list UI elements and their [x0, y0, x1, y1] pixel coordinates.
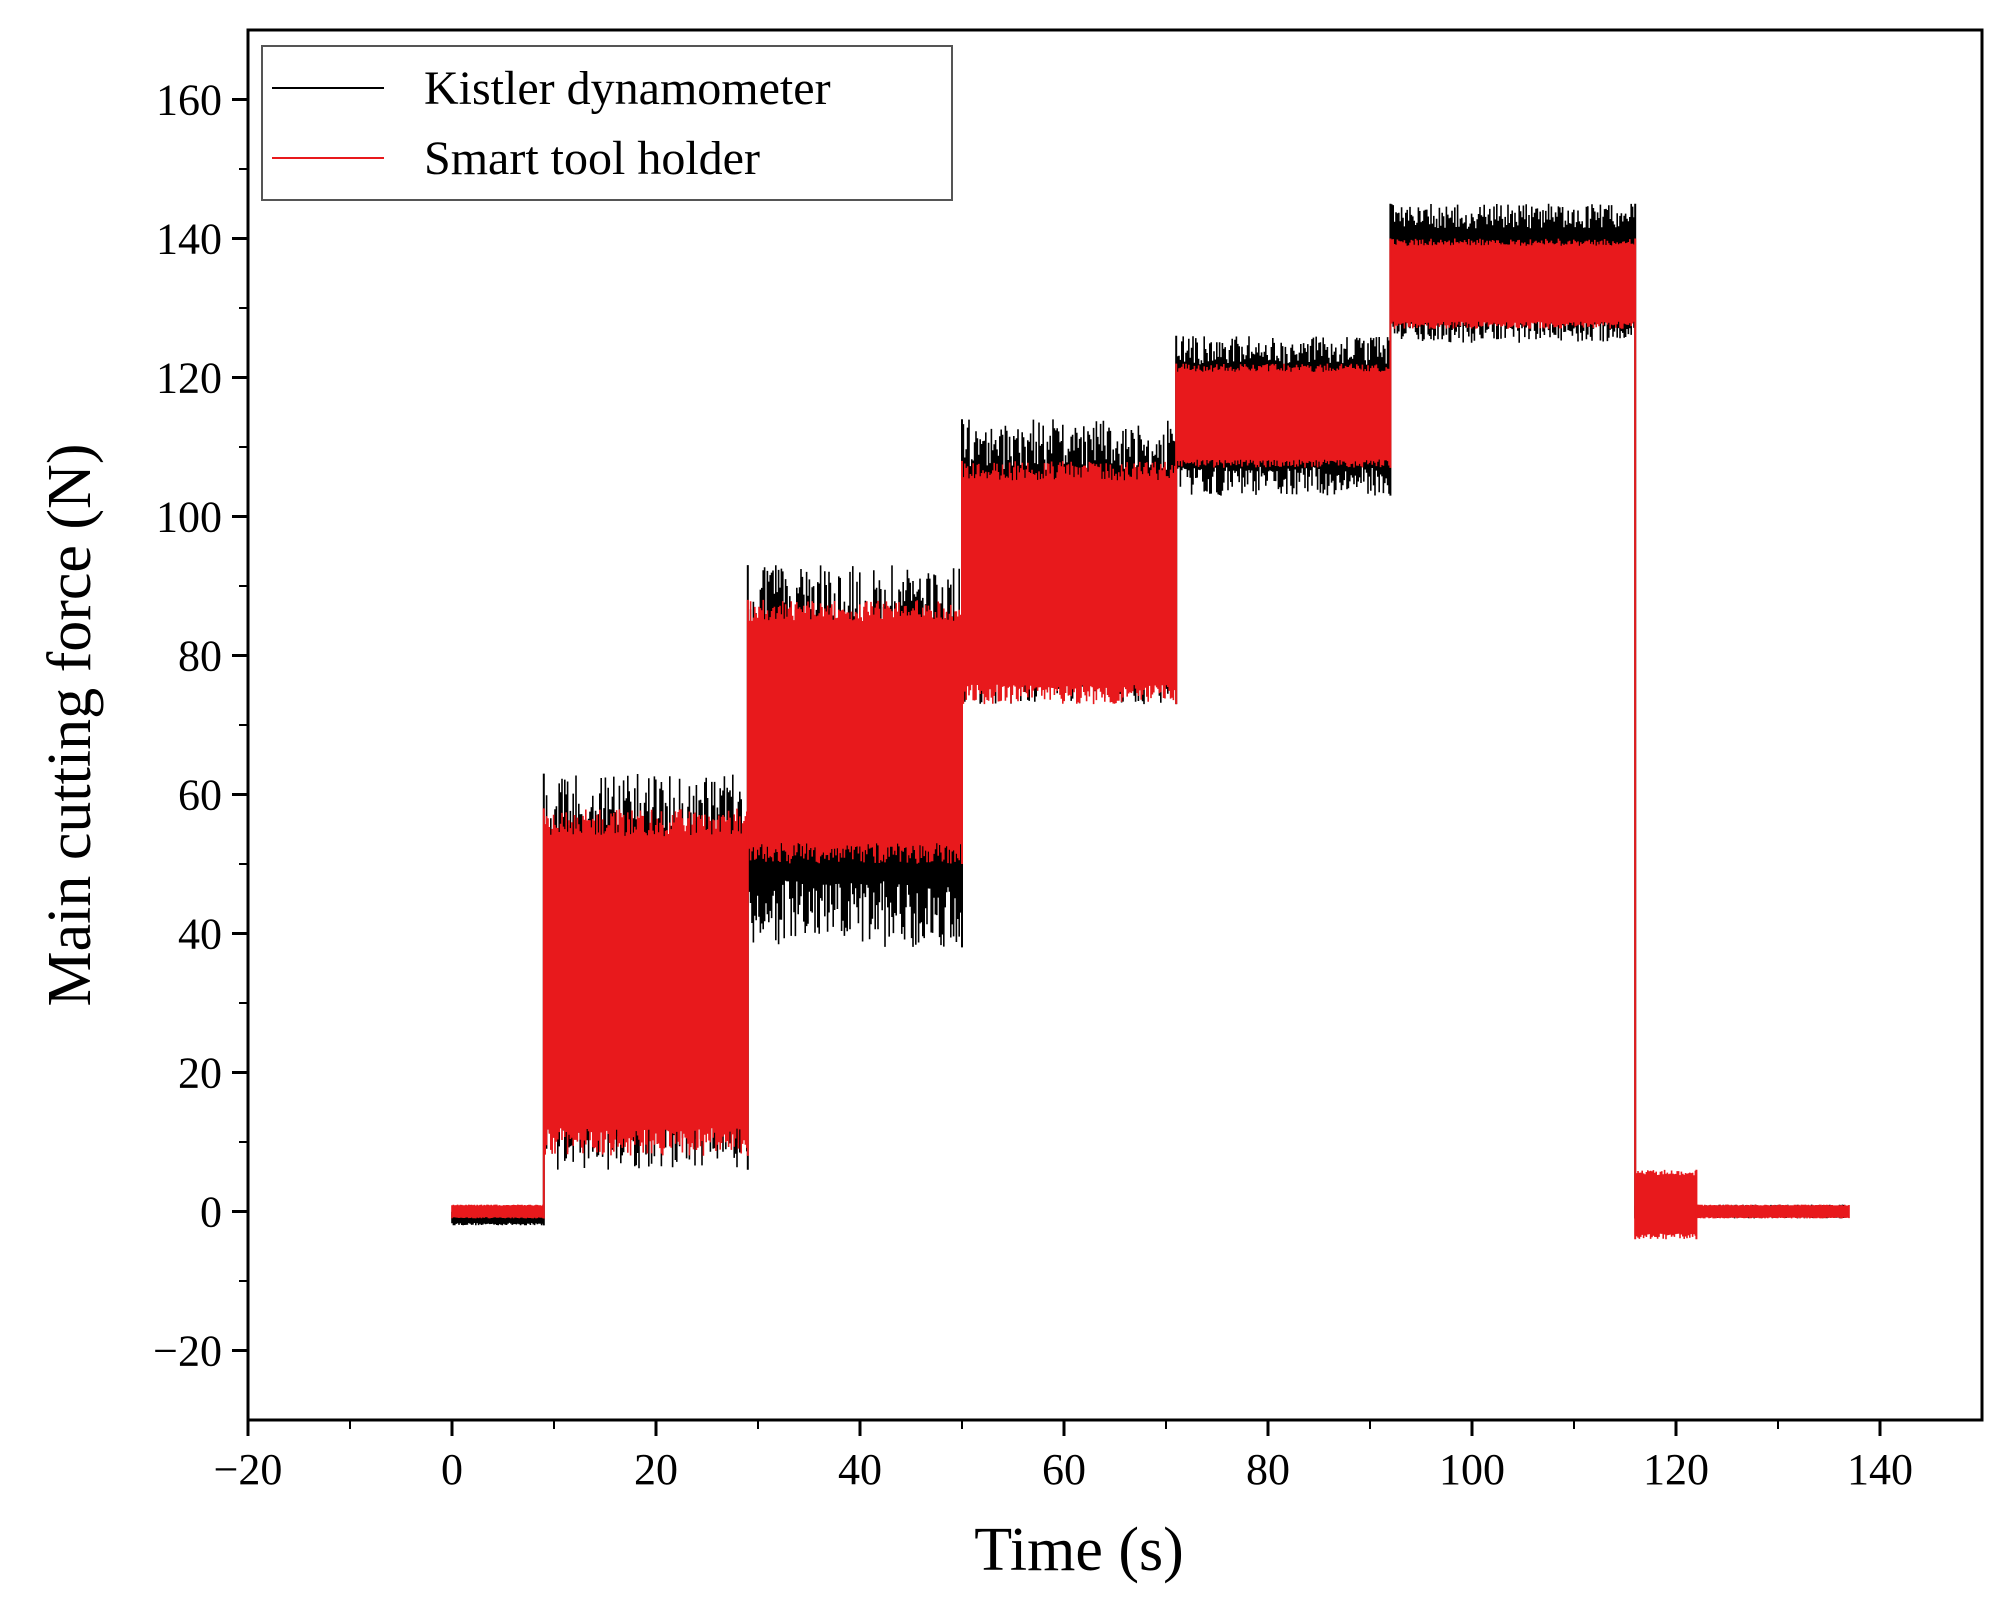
legend-box — [261, 45, 953, 201]
x-tick-label: 40 — [838, 1445, 882, 1494]
series-smart-tool-holder — [451, 238, 1850, 1240]
x-tick-label: 60 — [1042, 1445, 1086, 1494]
series-segment — [1695, 1204, 1850, 1219]
y-tick-label: 60 — [178, 771, 222, 820]
y-tick-label: 120 — [156, 354, 222, 403]
legend: Kistler dynamometer Smart tool holder — [261, 45, 953, 201]
y-tick-label: 0 — [200, 1188, 222, 1237]
x-tick-label: 20 — [634, 1445, 678, 1494]
plot-area — [451, 203, 1850, 1240]
series-segment — [543, 808, 748, 1156]
y-tick-label: 160 — [156, 76, 222, 125]
x-tick-label: 140 — [1847, 1445, 1913, 1494]
x-tick-label: −20 — [214, 1445, 283, 1494]
x-axis-title: Time (s) — [974, 1516, 1184, 1584]
y-tick-label: 100 — [156, 493, 222, 542]
y-axis-title: Main cutting force (N) — [36, 444, 104, 1007]
y-tick-label: 140 — [156, 215, 222, 264]
series-segment — [1389, 238, 1635, 329]
y-tick-label: 40 — [178, 910, 222, 959]
x-tick-label: 100 — [1439, 1445, 1505, 1494]
series-segment — [1634, 1169, 1697, 1240]
x-tick-label: 120 — [1643, 1445, 1709, 1494]
x-tick-label: 0 — [441, 1445, 463, 1494]
series-segment — [747, 599, 963, 864]
y-axis: −20 0 20 40 60 80 100 120 140 160 — [153, 76, 248, 1376]
legend-label-kistler: Kistler dynamometer — [424, 62, 831, 115]
x-tick-label: 80 — [1246, 1445, 1290, 1494]
series-segment — [961, 461, 1176, 705]
y-tick-label: 80 — [178, 632, 222, 681]
y-tick-label: −20 — [153, 1327, 222, 1376]
legend-label-smart-tool-holder: Smart tool holder — [424, 132, 760, 185]
y-tick-label: 20 — [178, 1049, 222, 1098]
x-axis: −20 0 20 40 60 80 100 120 140 — [214, 1420, 1913, 1494]
series-layer — [451, 203, 1850, 1240]
series-segment — [451, 1204, 544, 1219]
series-segment — [1175, 363, 1390, 468]
